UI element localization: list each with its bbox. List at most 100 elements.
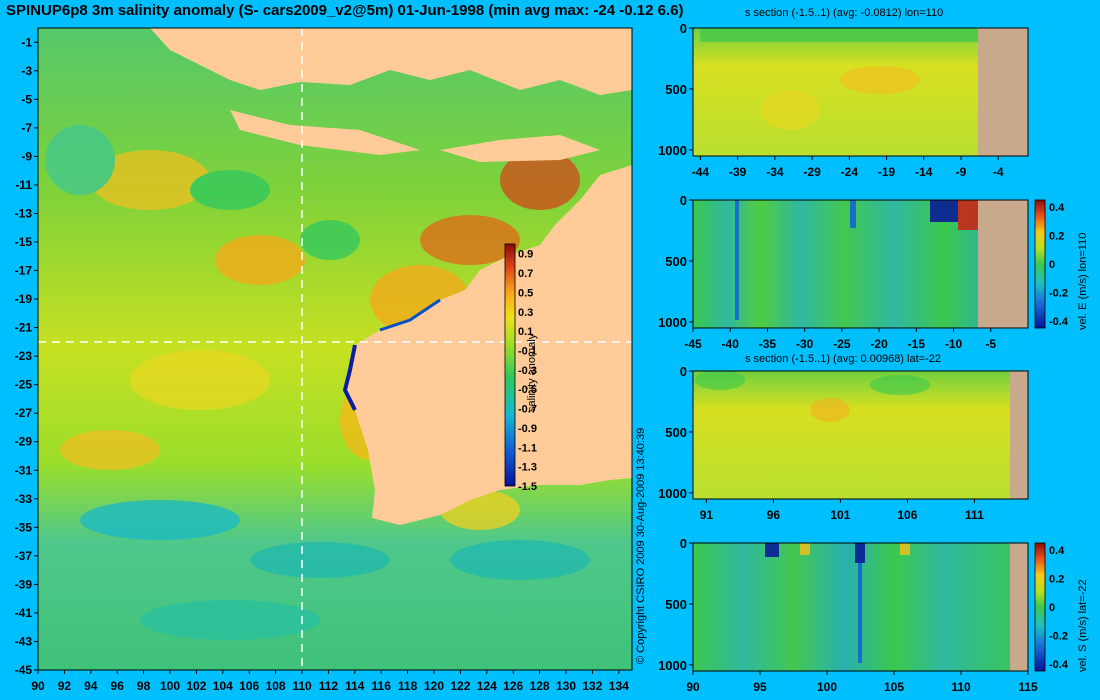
section-x-tick-label: -24 [841, 165, 859, 179]
map-y-tick-label: -25 [15, 378, 33, 392]
map-colorbar-tick: 0.9 [518, 249, 533, 261]
section-x-tick-label: -9 [956, 165, 967, 179]
section-x-tick-label: -10 [945, 337, 963, 351]
map-x-tick-label: 112 [319, 679, 339, 693]
section-colorbar-tick: 0 [1049, 602, 1055, 614]
land-java [230, 110, 420, 155]
section-x-tick-label: 106 [897, 508, 917, 522]
section4-frame [692, 542, 1029, 672]
map-x-tick-label: 132 [582, 679, 602, 693]
map-x-tick-label: 120 [424, 679, 444, 693]
section-y-tick-label: 500 [665, 254, 687, 269]
section-y-tick-label: 500 [665, 597, 687, 612]
map-colorbar-tick: -0.3 [518, 365, 537, 377]
map-x-tick-label: 130 [556, 679, 576, 693]
map-x-tick-label: 126 [503, 679, 523, 693]
map-colorbar-label: salinity anomaly [526, 333, 538, 412]
section4-land [1010, 543, 1028, 671]
land-nusa-tenggara [440, 135, 600, 162]
section-x-tick-label: 115 [1018, 680, 1038, 694]
map-colorbar-tick: -0.1 [518, 345, 537, 357]
map-colorbar-ticks: 0.9 0.7 0.5 0.3 0.1 -0.1 -0.3 -0.5 -0.7 -0.9 -1.1 -… [518, 249, 537, 493]
map-y-tick-label: -39 [15, 577, 33, 591]
map-x-tick-label: 118 [398, 679, 418, 693]
map-x-tick-label: 110 [292, 679, 312, 693]
map-colorbar-tick: -1.1 [518, 442, 537, 454]
map-x-tick-label: 114 [345, 679, 365, 693]
map-x-tick-label: 108 [266, 679, 286, 693]
section-colorbar-tick: -0.4 [1049, 659, 1069, 671]
section-colorbar-tick: -0.2 [1049, 287, 1068, 299]
map-x-tick-label: 102 [186, 679, 206, 693]
map-x-tick-label: 134 [609, 679, 629, 693]
section-x-tick-label: 110 [951, 680, 971, 694]
map-y-tick-label: -7 [21, 121, 32, 135]
map-y-tick-label: -19 [15, 292, 33, 306]
section-x-tick-label: 101 [830, 508, 850, 522]
section-x-tick-label: -15 [908, 337, 926, 351]
map-colorbar-tick: 0.3 [518, 307, 533, 319]
section2-frame [692, 199, 1029, 329]
map-x-tick-label: 92 [58, 679, 72, 693]
section-x-tick-label: -5 [985, 337, 996, 351]
map-x-tick-label: 94 [84, 679, 98, 693]
section3-land [1010, 371, 1028, 499]
section-x-tick-label: 95 [753, 680, 767, 694]
map-x-tick-label: 96 [111, 679, 125, 693]
map-colorbar [504, 243, 516, 487]
map-y-tick-label: -9 [21, 149, 32, 163]
map-y-tick-label: -45 [15, 663, 33, 677]
map-colorbar-tick: 0.7 [518, 268, 533, 280]
section-x-tick-label: -34 [766, 165, 784, 179]
section-y-tick-label: 500 [665, 82, 687, 97]
map-y-tick-label: -37 [15, 549, 33, 563]
map-colorbar-tick: 0.1 [518, 326, 533, 338]
map-y-tick-label: -29 [15, 435, 33, 449]
map-y-tick-label: -27 [15, 406, 33, 420]
section-x-tick-label: -20 [870, 337, 888, 351]
map-colorbar-tick: -0.5 [518, 384, 537, 396]
map-x-tick-label: 98 [137, 679, 151, 693]
map-y-tick-label: -43 [15, 634, 33, 648]
map-y-tick-label: -5 [21, 92, 32, 106]
map-x-tick-label: 100 [160, 679, 180, 693]
map-x-tick-label: 106 [239, 679, 259, 693]
map-y-tick-label: -17 [15, 264, 33, 278]
section-y-tick-label: 0 [680, 21, 687, 36]
map-frame [37, 27, 633, 671]
map-y-tick-label: -21 [15, 321, 33, 335]
section-x-tick-label: -14 [915, 165, 933, 179]
section-x-tick-label: -45 [684, 337, 702, 351]
section-x-tick-label: 105 [884, 680, 904, 694]
map-colorbar-tick: -1.5 [518, 481, 537, 493]
section-x-tick-label: -29 [803, 165, 821, 179]
map-x-ticks: 90 92 94 96 98 100 102 104 106 108 110 112 114 116 118… [31, 670, 629, 693]
map-colorbar-tick: -1.3 [518, 462, 537, 474]
section4-colorbar-label: vel. S (m/s) lat=-22 [1077, 579, 1089, 672]
map-colorbar-tick: -0.9 [518, 423, 537, 435]
section-x-tick-label: 91 [700, 508, 714, 522]
section-x-tick-label: -19 [878, 165, 896, 179]
map-y-tick-label: -3 [21, 64, 32, 78]
section-x-tick-label: -39 [729, 165, 747, 179]
land-australia [345, 165, 632, 525]
map-x-tick-label: 90 [31, 679, 45, 693]
section-colorbar-tick: 0.4 [1049, 202, 1065, 214]
section2-land [978, 200, 1028, 328]
section-colorbar-tick: 0 [1049, 259, 1055, 271]
section1-frame [692, 27, 1029, 157]
map-y-tick-label: -23 [15, 349, 33, 363]
copyright-text: © Copyright CSIRO 2009 30-Aug-2009 13:40… [635, 427, 647, 664]
section1-title: s section (-1.5..1) (avg: -0.0812) lon=1… [745, 7, 944, 19]
map-colorbar-tick: 0.5 [518, 287, 533, 299]
section-x-tick-label: -4 [993, 165, 1004, 179]
main-title: SPINUP6p8 3m salinity anomaly (S- cars20… [6, 2, 684, 19]
section-x-tick-label: 90 [686, 680, 700, 694]
section-y-tick-label: 0 [680, 364, 687, 379]
section3-field [693, 371, 1028, 499]
land-indonesia [150, 28, 632, 95]
section-colorbar-tick: -0.4 [1049, 316, 1069, 328]
section-y-tick-label: 500 [665, 425, 687, 440]
section-x-tick-label: -44 [692, 165, 710, 179]
